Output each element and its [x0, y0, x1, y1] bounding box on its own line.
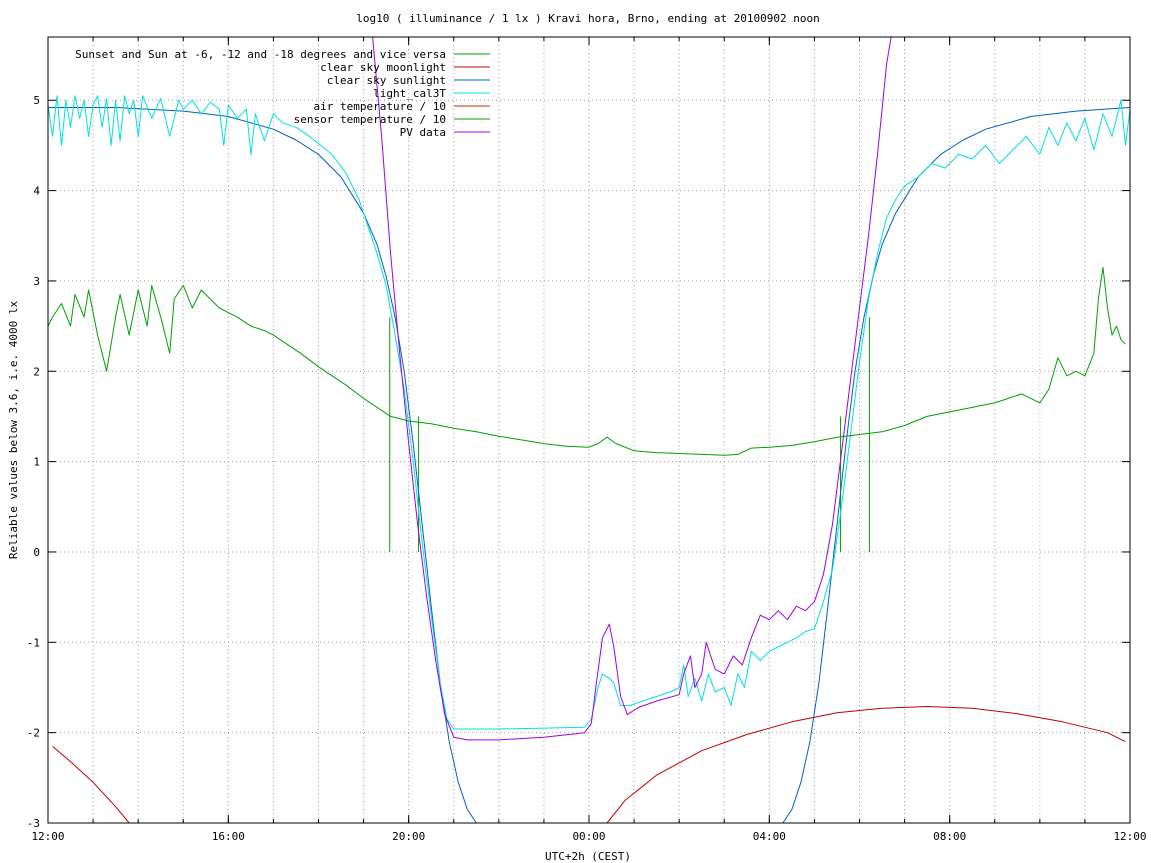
- y-tick-label: 5: [33, 94, 40, 107]
- series-line-5: [47, 266, 1126, 456]
- grid: [48, 37, 1130, 823]
- x-axis-label: UTC+2h (CEST): [545, 850, 631, 863]
- legend-label: sensor temperature / 10: [294, 113, 446, 126]
- legend-label: light_cal3T: [373, 87, 446, 100]
- x-tick-label: 20:00: [392, 830, 425, 843]
- chart-title: log10 ( illuminance / 1 lx ) Kravi hora,…: [356, 12, 820, 25]
- legend-label: Sunset and Sun at -6, -12 and -18 degree…: [75, 48, 446, 61]
- legend-label: air temperature / 10: [314, 100, 446, 113]
- y-tick-label: 2: [33, 365, 40, 378]
- y-tick-label: -1: [27, 636, 40, 649]
- series-layer: [47, 36, 1131, 824]
- series-line-6: [372, 36, 892, 741]
- legend-label: clear sky moonlight: [320, 61, 446, 74]
- legend: Sunset and Sun at -6, -12 and -18 degree…: [75, 48, 490, 139]
- legend-label: PV data: [400, 126, 446, 139]
- legend-label: clear sky sunlight: [327, 74, 446, 87]
- y-axis-label: Reliable values below 3.6, i.e. 4000 lx: [7, 300, 20, 559]
- x-tick-label: 12:00: [1113, 830, 1146, 843]
- y-tick-label: 0: [33, 546, 40, 559]
- y-tick-label: 4: [33, 185, 40, 198]
- y-tick-label: 3: [33, 275, 40, 288]
- series-line-3: [47, 95, 1131, 730]
- y-tick-label: -2: [27, 727, 40, 740]
- x-tick-label: 12:00: [31, 830, 64, 843]
- y-tick-label: 1: [33, 456, 40, 469]
- x-tick-label: 16:00: [212, 830, 245, 843]
- x-tick-label: 00:00: [572, 830, 605, 843]
- series-line-1: [52, 706, 1126, 824]
- x-tick-label: 04:00: [753, 830, 786, 843]
- x-tick-label: 08:00: [933, 830, 966, 843]
- y-tick-label: -3: [27, 817, 40, 830]
